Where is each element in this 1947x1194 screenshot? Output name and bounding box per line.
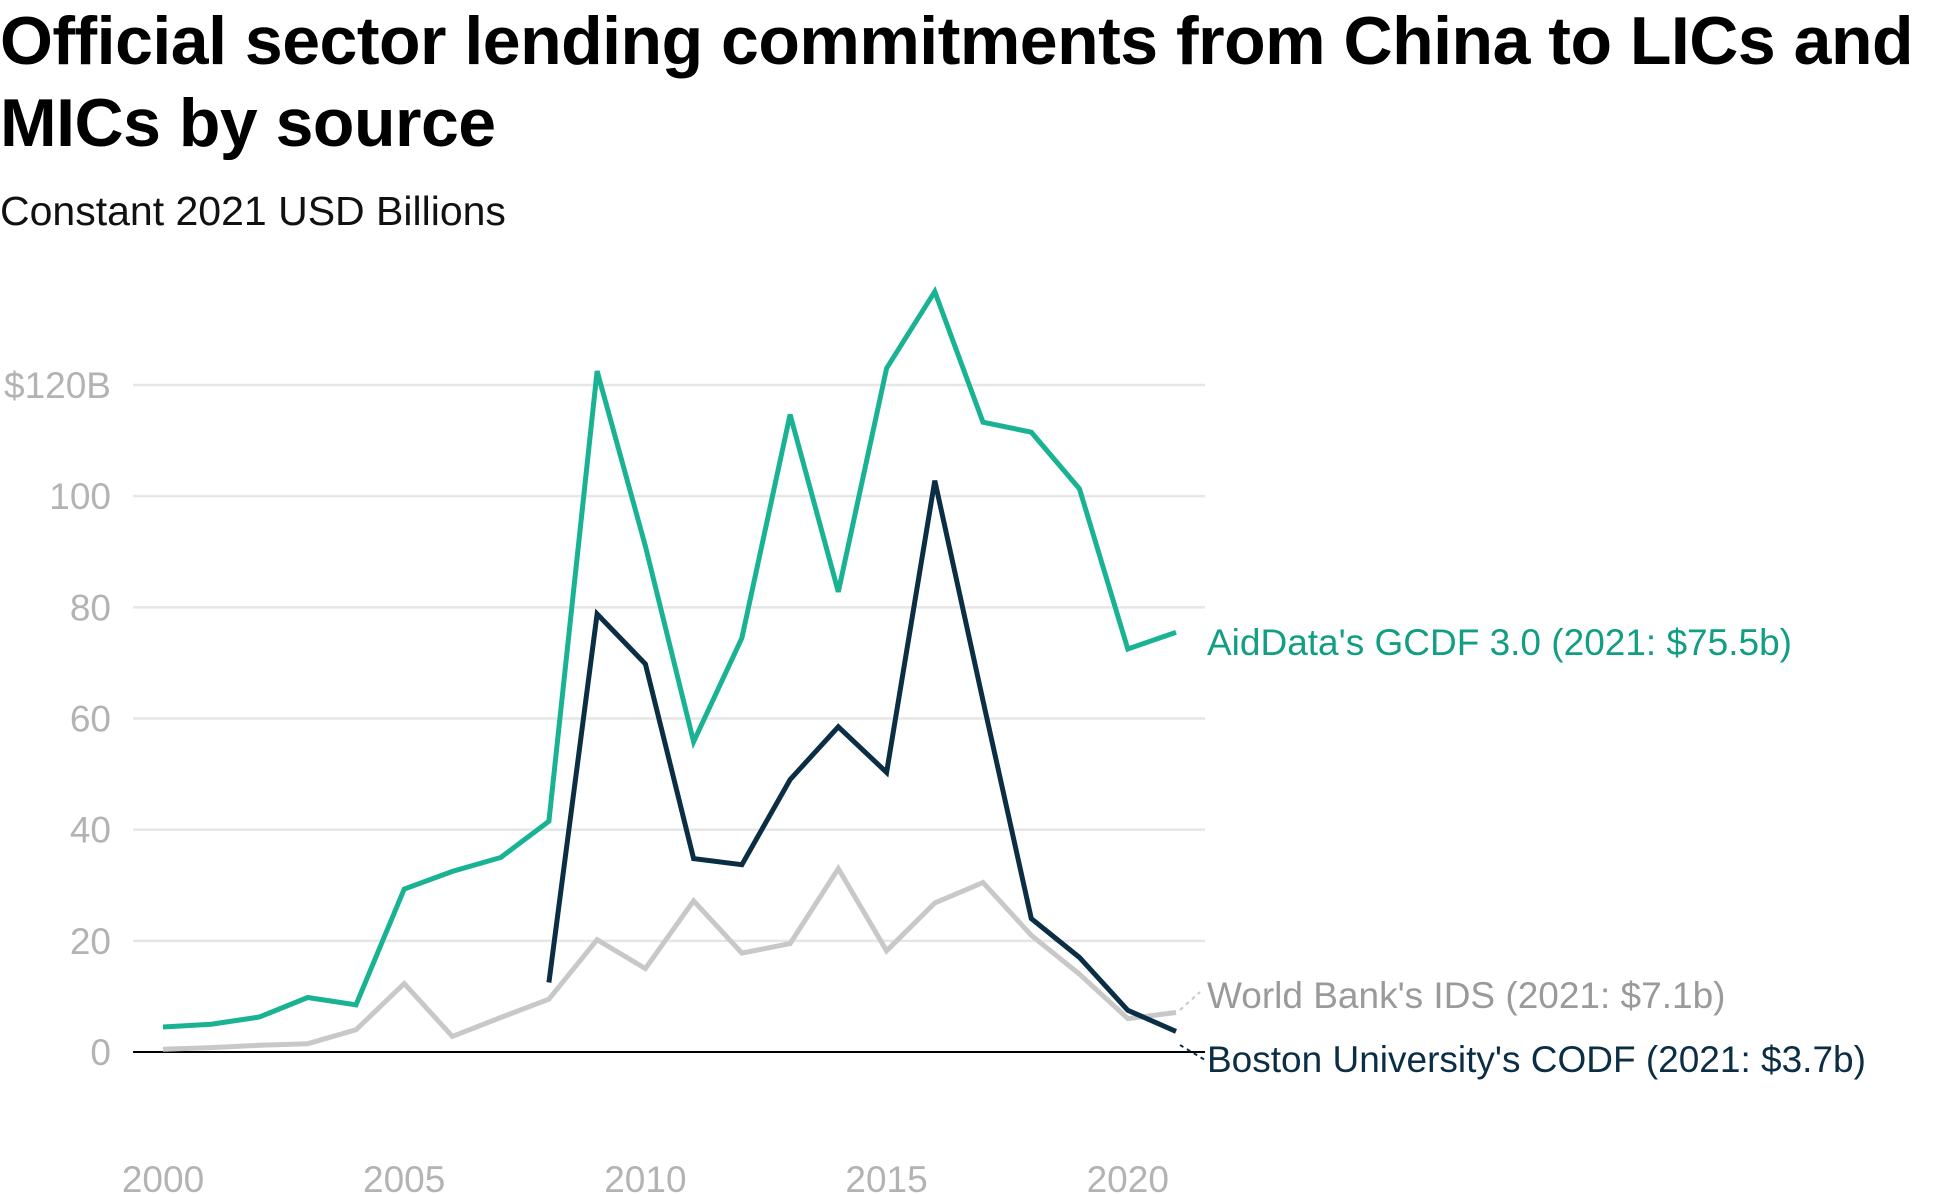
- x-tick-label: 2005: [363, 1159, 445, 1194]
- y-tick-label: 80: [70, 587, 111, 628]
- x-tick-label: 2010: [604, 1159, 686, 1194]
- series-lines: [162, 285, 1178, 1052]
- y-tick-label: 100: [49, 476, 111, 517]
- series-line-aiddata: [162, 285, 1177, 1030]
- y-tick-label: $120B: [4, 365, 111, 406]
- series-label-worldbank: World Bank's IDS (2021: $7.1b): [1207, 975, 1725, 1016]
- x-tick-label: 2000: [122, 1159, 204, 1194]
- y-tick-label: 60: [70, 699, 111, 740]
- label-leader-worldbank: [1179, 991, 1201, 1011]
- y-tick-label: 40: [70, 810, 111, 851]
- series-line-boston: [546, 480, 1178, 1034]
- y-tick-label: 0: [90, 1032, 111, 1073]
- series-line-worldbank: [162, 863, 1177, 1052]
- x-tick-label: 2015: [845, 1159, 927, 1194]
- x-tick-label: 2020: [1087, 1159, 1169, 1194]
- series-label-aiddata: AidData's GCDF 3.0 (2021: $75.5b): [1207, 622, 1792, 663]
- chart-subtitle: Constant 2021 USD Billions: [0, 188, 506, 234]
- gridlines: [133, 383, 1205, 1053]
- series-label-boston: Boston University's CODF (2021: $3.7b): [1207, 1039, 1866, 1080]
- label-leader-boston: [1179, 1044, 1206, 1061]
- x-axis-ticks: 2000 2005 2010 2015 2020: [122, 1159, 1169, 1194]
- y-tick-label: 20: [70, 921, 111, 962]
- y-axis-ticks: 0 20 40 60 80 100 $120B: [4, 365, 111, 1073]
- chart-title: Official sector lending commitments from…: [0, 3, 1914, 161]
- series-labels: AidData's GCDF 3.0 (2021: $75.5b) World B…: [1179, 622, 1866, 1080]
